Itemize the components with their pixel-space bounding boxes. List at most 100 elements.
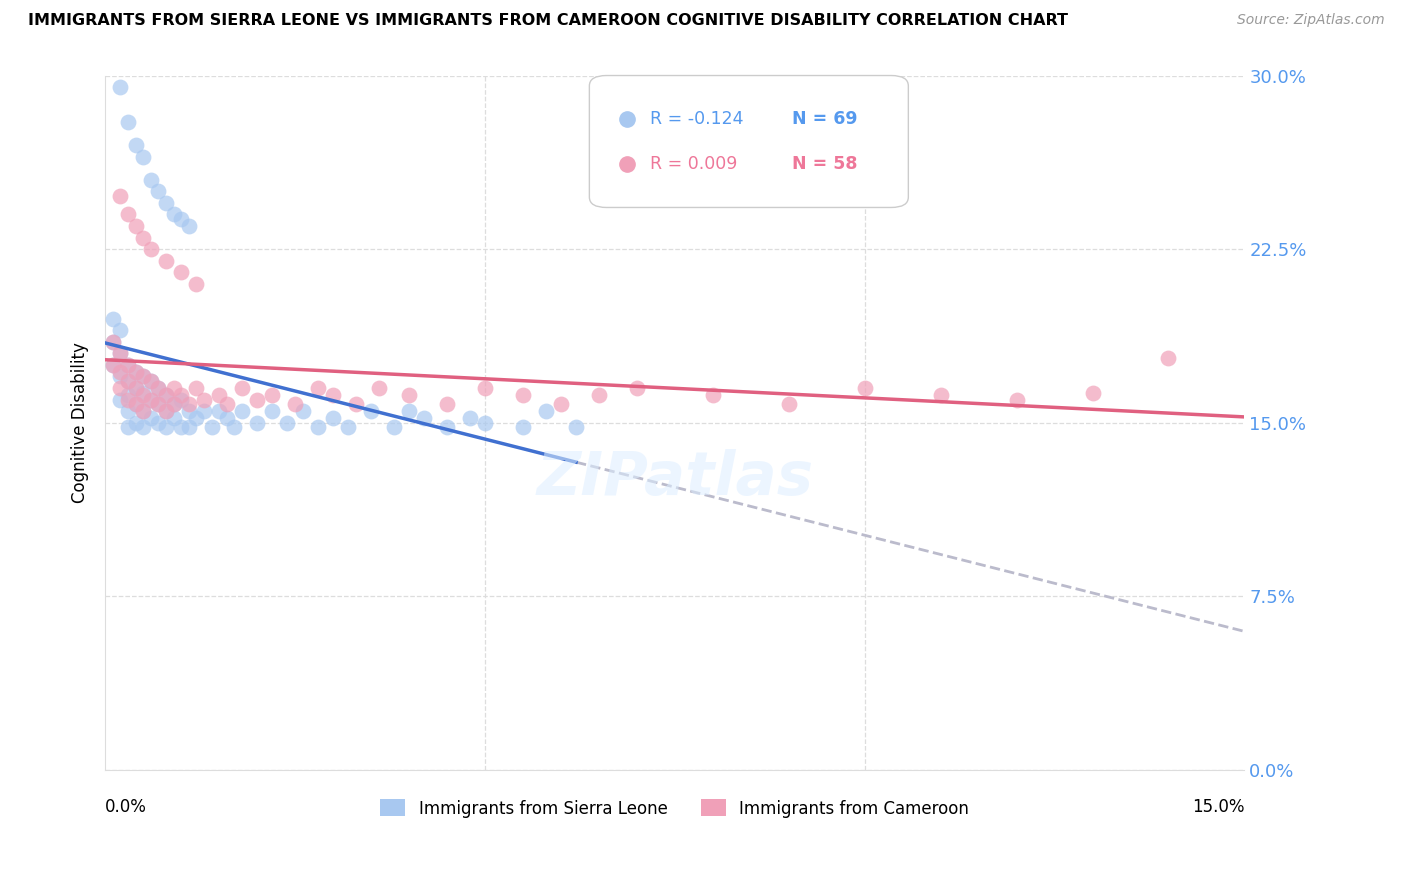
Point (208, 404, 231, 418)
Point (474, 416, 496, 430)
Point (155, 404, 177, 418)
Point (155, 404, 177, 418)
Point (177, 219, 200, 233)
Point (360, 404, 382, 418)
Point (512, 420, 534, 434)
Point (124, 416, 146, 430)
Point (284, 397, 307, 411)
Text: R = 0.009: R = 0.009 (650, 154, 737, 173)
Point (124, 365, 146, 379)
Point (117, 358, 139, 372)
Point (110, 369, 132, 384)
Point (177, 420, 200, 434)
Point (322, 411, 344, 425)
Point (246, 416, 269, 430)
Point (132, 404, 155, 418)
Text: Source: ZipAtlas.com: Source: ZipAtlas.com (1237, 13, 1385, 28)
Point (117, 115, 139, 129)
Point (276, 416, 298, 430)
Point (117, 207, 139, 221)
Point (139, 172, 162, 186)
Point (215, 397, 238, 411)
Point (186, 381, 208, 395)
Point (162, 397, 184, 411)
Point (170, 420, 193, 434)
Point (148, 416, 170, 430)
Point (588, 388, 610, 402)
Point (110, 346, 132, 360)
Point (382, 420, 405, 434)
FancyBboxPatch shape (589, 76, 908, 208)
Point (132, 369, 155, 384)
Point (458, 411, 481, 425)
Point (117, 392, 139, 407)
Point (177, 404, 200, 418)
Point (1157, 351, 1180, 365)
Point (436, 397, 458, 411)
Point (322, 388, 344, 402)
Point (132, 369, 155, 384)
Point (124, 397, 146, 411)
Point (139, 374, 162, 388)
Point (193, 404, 215, 418)
Point (307, 420, 329, 434)
Point (139, 392, 162, 407)
Text: IMMIGRANTS FROM SIERRA LEONE VS IMMIGRANTS FROM CAMEROON COGNITIVE DISABILITY CO: IMMIGRANTS FROM SIERRA LEONE VS IMMIGRAN… (28, 13, 1069, 29)
Point (139, 411, 162, 425)
Point (148, 381, 170, 395)
Point (117, 358, 139, 372)
Point (291, 404, 314, 418)
Point (101, 358, 124, 372)
Point (231, 404, 253, 418)
Point (110, 365, 132, 379)
Point (139, 242, 162, 256)
Point (186, 411, 208, 425)
Point (193, 392, 215, 407)
Text: ZIPatlas: ZIPatlas (536, 449, 813, 508)
Point (155, 388, 177, 402)
Point (148, 184, 170, 198)
Point (208, 388, 231, 402)
Text: N = 69: N = 69 (792, 111, 858, 128)
Point (132, 149, 155, 163)
Point (124, 219, 146, 233)
Point (110, 80, 132, 95)
Point (148, 397, 170, 411)
Point (124, 381, 146, 395)
Point (246, 392, 269, 407)
Point (101, 334, 124, 349)
Point (155, 253, 177, 268)
Point (436, 420, 458, 434)
Point (124, 138, 146, 153)
Point (132, 385, 155, 400)
Point (139, 374, 162, 388)
Point (170, 388, 193, 402)
Point (124, 365, 146, 379)
Point (110, 189, 132, 203)
Point (626, 381, 648, 395)
Point (162, 207, 184, 221)
Point (117, 374, 139, 388)
Legend: Immigrants from Sierra Leone, Immigrants from Cameroon: Immigrants from Sierra Leone, Immigrants… (374, 793, 976, 824)
Point (778, 397, 800, 411)
Point (565, 420, 588, 434)
Text: N = 58: N = 58 (792, 154, 858, 173)
Point (162, 397, 184, 411)
Point (124, 397, 146, 411)
Point (307, 381, 329, 395)
Point (170, 392, 193, 407)
Text: R = -0.124: R = -0.124 (650, 111, 744, 128)
Point (132, 420, 155, 434)
Point (474, 381, 496, 395)
Point (367, 381, 389, 395)
Point (162, 411, 184, 425)
Point (155, 420, 177, 434)
Point (139, 392, 162, 407)
Point (929, 388, 952, 402)
Point (117, 404, 139, 418)
Point (853, 381, 876, 395)
Point (398, 404, 420, 418)
Point (702, 388, 724, 402)
Point (186, 277, 208, 291)
Text: 0.0%: 0.0% (105, 797, 148, 816)
